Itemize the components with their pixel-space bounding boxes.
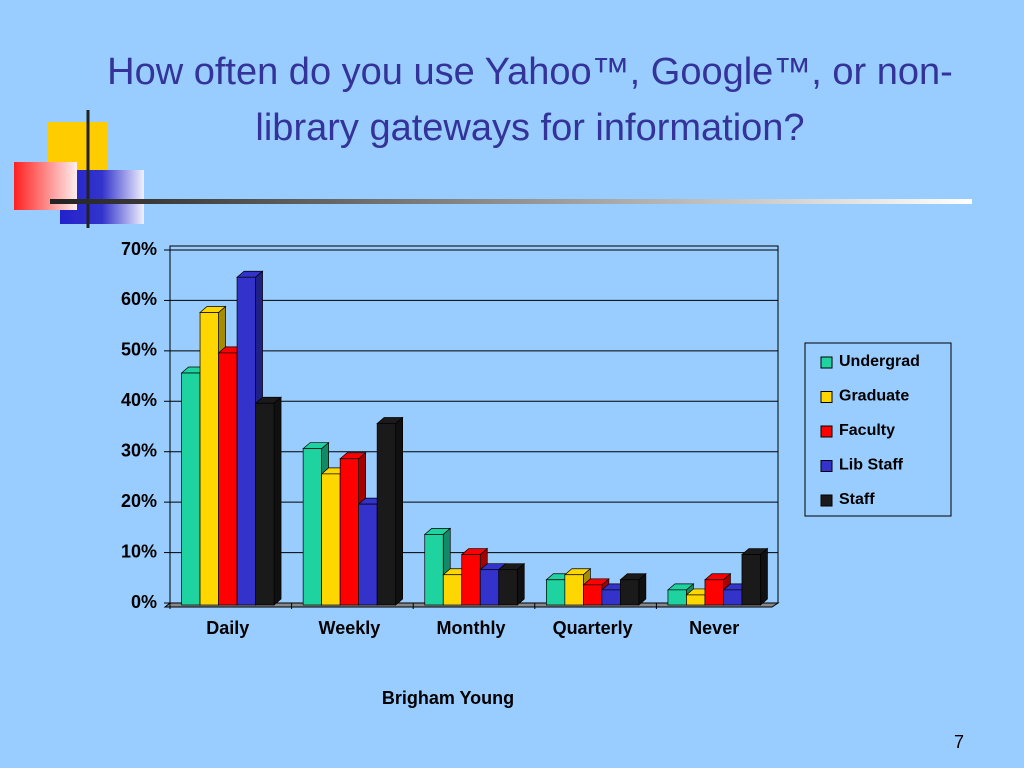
bar xyxy=(376,423,396,606)
bar xyxy=(255,402,275,606)
bar xyxy=(741,554,761,606)
bar xyxy=(723,589,743,606)
x-axis-label: Brigham Young xyxy=(382,688,514,708)
bar-side-shade xyxy=(274,397,282,605)
bar xyxy=(564,574,584,606)
bar xyxy=(619,579,640,606)
y-tick-label: 10% xyxy=(121,541,157,561)
page-number: 7 xyxy=(953,732,964,752)
bar xyxy=(302,448,322,606)
bar xyxy=(686,594,706,606)
legend-label: Graduate xyxy=(839,388,909,405)
y-tick-label: 30% xyxy=(121,440,157,460)
legend-swatch xyxy=(820,425,833,438)
bar xyxy=(479,569,500,606)
x-tick-label: Daily xyxy=(206,618,249,638)
bar xyxy=(667,589,687,606)
bar xyxy=(545,579,566,606)
legend-label: Lib Staff xyxy=(839,457,904,474)
bar-side-shade xyxy=(517,563,525,605)
bar xyxy=(498,569,518,606)
legend-swatch xyxy=(820,356,833,369)
legend-label: Faculty xyxy=(839,422,895,439)
y-tick-label: 60% xyxy=(121,289,157,309)
bar xyxy=(424,534,444,606)
bar xyxy=(358,503,378,606)
bar xyxy=(218,352,238,606)
slide-title: How often do you use Yahoo™, Google™, or… xyxy=(107,51,953,149)
y-tick-label: 50% xyxy=(121,340,157,360)
y-tick-label: 70% xyxy=(121,239,157,259)
y-tick-label: 0% xyxy=(131,592,157,612)
decor-line xyxy=(50,199,972,204)
bar xyxy=(321,473,341,606)
x-tick-label: Monthly xyxy=(437,618,506,638)
bar xyxy=(236,276,256,606)
x-tick-label: Quarterly xyxy=(553,618,633,638)
x-tick-label: Weekly xyxy=(319,618,381,638)
bar xyxy=(704,579,724,606)
legend-swatch xyxy=(820,494,833,507)
x-tick-label: Never xyxy=(689,618,739,638)
bar xyxy=(461,554,481,606)
legend-label: Undergrad xyxy=(839,353,920,370)
y-tick-label: 40% xyxy=(121,390,157,410)
bar xyxy=(442,574,463,606)
bar xyxy=(601,589,621,606)
legend-swatch xyxy=(820,460,833,472)
legend-swatch xyxy=(820,391,833,403)
bar xyxy=(339,458,359,606)
bar-side-shade xyxy=(395,417,403,605)
legend-label: Staff xyxy=(839,491,875,508)
bar-side-shade xyxy=(638,573,646,605)
bar xyxy=(582,584,603,606)
y-tick-label: 20% xyxy=(121,491,157,511)
bar-side-shade xyxy=(760,548,768,605)
bar xyxy=(181,372,201,606)
bar xyxy=(199,312,219,606)
